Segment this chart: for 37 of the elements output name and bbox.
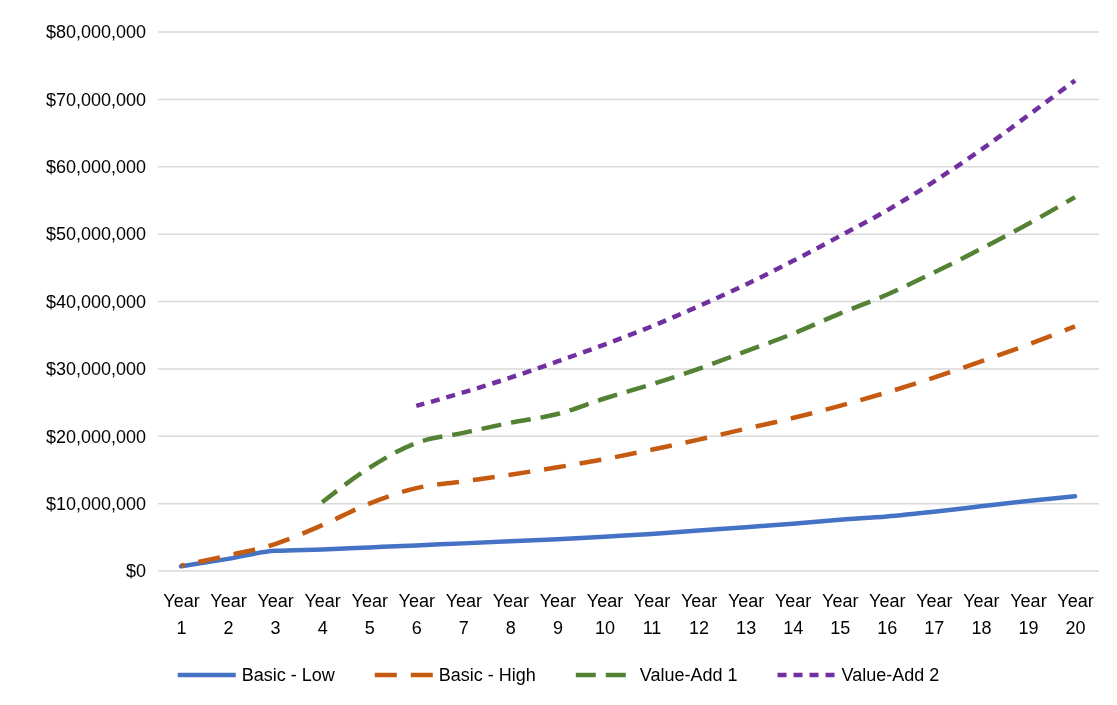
x-tick-label: Year 2 [210,591,247,638]
y-tick-label: $80,000,000 [45,22,146,43]
x-tick-label: Year 6 [398,591,435,638]
x-tick-label: Year 17 [916,591,953,638]
legend-label: Basic - Low [241,665,336,686]
x-tick-label: Year 16 [869,591,906,638]
x-tick-label: Year 4 [304,591,341,638]
y-tick-label: $0 [125,561,146,582]
x-tick-label: Year 11 [633,591,671,638]
x-tick-label: Year 1 [163,591,200,638]
x-tick-label: Year 20 [1057,591,1094,638]
x-tick-label: Year 9 [539,591,577,638]
y-tick-label: $20,000,000 [45,426,146,447]
x-tick-label: Year 3 [257,591,294,638]
line-series [319,194,1078,505]
y-tick-label: $70,000,000 [45,89,146,110]
x-tick-label: Year 18 [963,591,1000,638]
line-series [178,493,1078,569]
x-tick-label: Year 7 [445,591,482,638]
x-tick-label: Year 8 [492,591,530,638]
line-series [414,78,1078,409]
legend-label: Value-Add 1 [639,665,738,686]
y-tick-label: $40,000,000 [45,291,146,312]
x-tick-label: Year 19 [1010,591,1047,638]
x-tick-label: Year 12 [680,591,718,638]
legend-label: Basic - High [438,665,536,686]
y-tick-label: $10,000,000 [45,493,146,514]
x-tick-label: Year 10 [586,591,624,638]
y-tick-label: $50,000,000 [45,224,146,245]
x-tick-label: Year 13 [727,591,765,638]
x-tick-label: Year 14 [775,591,812,638]
line-series [178,324,1078,568]
x-tick-label: Year 5 [351,591,388,638]
y-tick-label: $30,000,000 [45,359,146,380]
legend-label: Value-Add 2 [841,665,940,686]
y-tick-label: $60,000,000 [45,157,146,178]
x-tick-label: Year 15 [822,591,859,638]
